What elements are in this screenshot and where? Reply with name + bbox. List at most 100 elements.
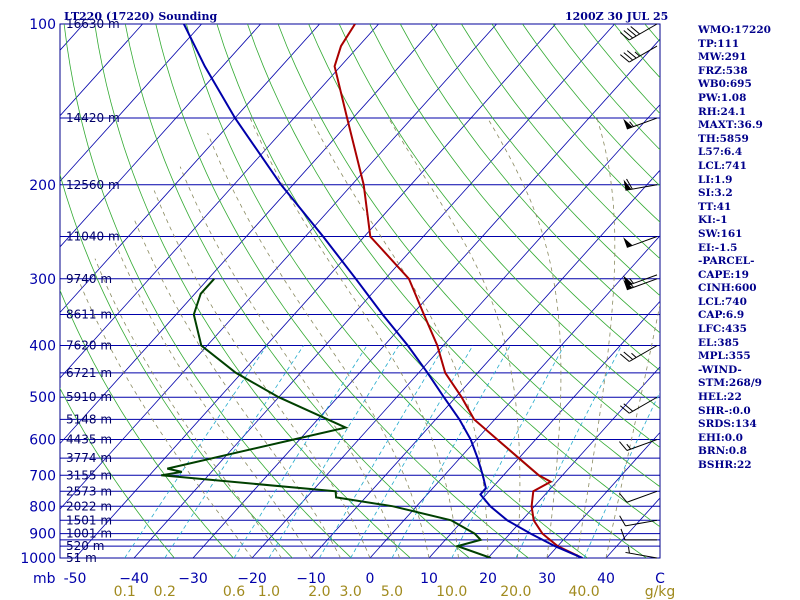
index-row: -PARCEL- [698,255,755,268]
barb-shaft [626,274,658,287]
moist-adiabat [605,302,660,558]
height-label: 8611 m [66,308,112,322]
barb-half-flag [629,121,634,127]
moist-adiabat [112,236,312,558]
wind-barb [620,396,658,414]
dry-adiabat [430,24,660,297]
mixing-ratio-label: 20.0 [500,584,531,600]
index-row: EHI:0.0 [698,431,743,444]
dry-adiabat [60,173,293,558]
wind-barb [620,23,658,41]
temperature-tick-label: −20 [237,571,267,587]
barb-flag [623,52,634,61]
barb-shaft [625,519,658,527]
isotherm-line [487,366,660,558]
temperature-tick-label: 40 [597,571,615,587]
dry-adiabat [277,24,660,488]
mixing-ratio-label: 40.0 [568,584,599,600]
barb-flag [626,178,633,190]
pressure-label: 800 [29,499,56,515]
dry-adiabat [186,24,588,558]
index-row: SRDS:134 [698,418,757,431]
temperature-tick-label: −10 [296,571,326,587]
height-label: 6721 m [66,366,112,380]
mixing-ratio-line [319,345,445,558]
height-label: 2022 m [66,499,112,513]
parcel-trace [183,24,583,558]
mixing-ratio-line [391,345,511,558]
height-label: 1501 m [66,513,112,527]
temperature-tick-label: 0 [366,571,375,587]
index-row: TH:5859 [698,132,749,145]
height-label: 51 m [66,551,97,565]
mixing-ratio-line [124,345,268,558]
pressure-label: 700 [29,468,56,484]
isotherm-line [60,24,261,248]
height-label: 4435 m [66,433,112,447]
index-row: CAPE:19 [698,268,749,281]
height-label: 5910 m [66,390,112,404]
barb-half-flag [631,352,637,358]
wind-barbs [619,23,658,559]
barb-pennant [623,237,633,248]
barb-flag [620,528,626,541]
barb-shaft [626,439,658,451]
mixing-ratio-line [164,345,304,558]
mixing-ratio-line [515,345,622,558]
dry-adiabat [63,24,352,558]
wind-barb [619,490,658,503]
wind-barb [623,117,658,130]
isotherm-line [546,431,660,558]
barb-half-flag [629,278,634,284]
mixing-ratio-line [268,345,400,558]
barb-half-flag [634,51,641,57]
index-row: MPL:355 [698,350,751,363]
barb-shaft [626,278,658,291]
barb-flag [620,54,630,63]
index-row: CAP:6.9 [698,309,745,322]
dry-adiabat [461,24,660,260]
dry-adiabat [308,24,660,448]
barb-flag [619,492,628,503]
isotherm-line [60,24,497,510]
index-row: WMO:17220 [698,24,771,36]
height-label: 16630 m [66,17,120,31]
barb-flag [623,351,634,360]
moist-adiabat [153,190,371,558]
dry-adiabat [338,24,660,410]
barb-flag [620,405,630,414]
barb-flag [623,403,634,412]
dry-adiabat [399,24,660,334]
mixing-ratio-label: 3.0 [339,584,361,600]
isotherm-line [251,104,660,558]
wind-barb [620,345,658,362]
dry-adiabat [155,24,529,558]
wind-barb [623,236,658,248]
index-row: BRN:0.8 [698,445,747,458]
isotherm-line [60,24,320,314]
dry-adiabat [94,24,411,558]
mixing-ratio-line [451,345,565,558]
index-row: L57:6.4 [698,146,743,159]
isotherm-line [60,24,143,117]
barb-pennant [623,275,633,286]
moist-adiabat [179,166,400,558]
barb-shaft [626,490,658,503]
wind-barb [619,439,658,451]
mixing-ratio-label: 1.0 [258,584,280,600]
moist-adiabat [310,117,489,558]
mixing-ratio-line [350,345,474,558]
moist-adiabat [388,117,521,558]
height-label: 1001 m [66,527,112,541]
height-label: 3155 m [66,468,112,482]
height-label: 12560 m [66,178,120,192]
index-row: MW:291 [698,51,747,64]
height-label: 5148 m [66,412,112,426]
sounding-traces [161,24,583,558]
index-row: CINH:600 [698,282,757,295]
barb-flag [626,28,637,37]
index-row: SW:161 [698,227,743,240]
height-label: 9740 m [66,272,112,286]
